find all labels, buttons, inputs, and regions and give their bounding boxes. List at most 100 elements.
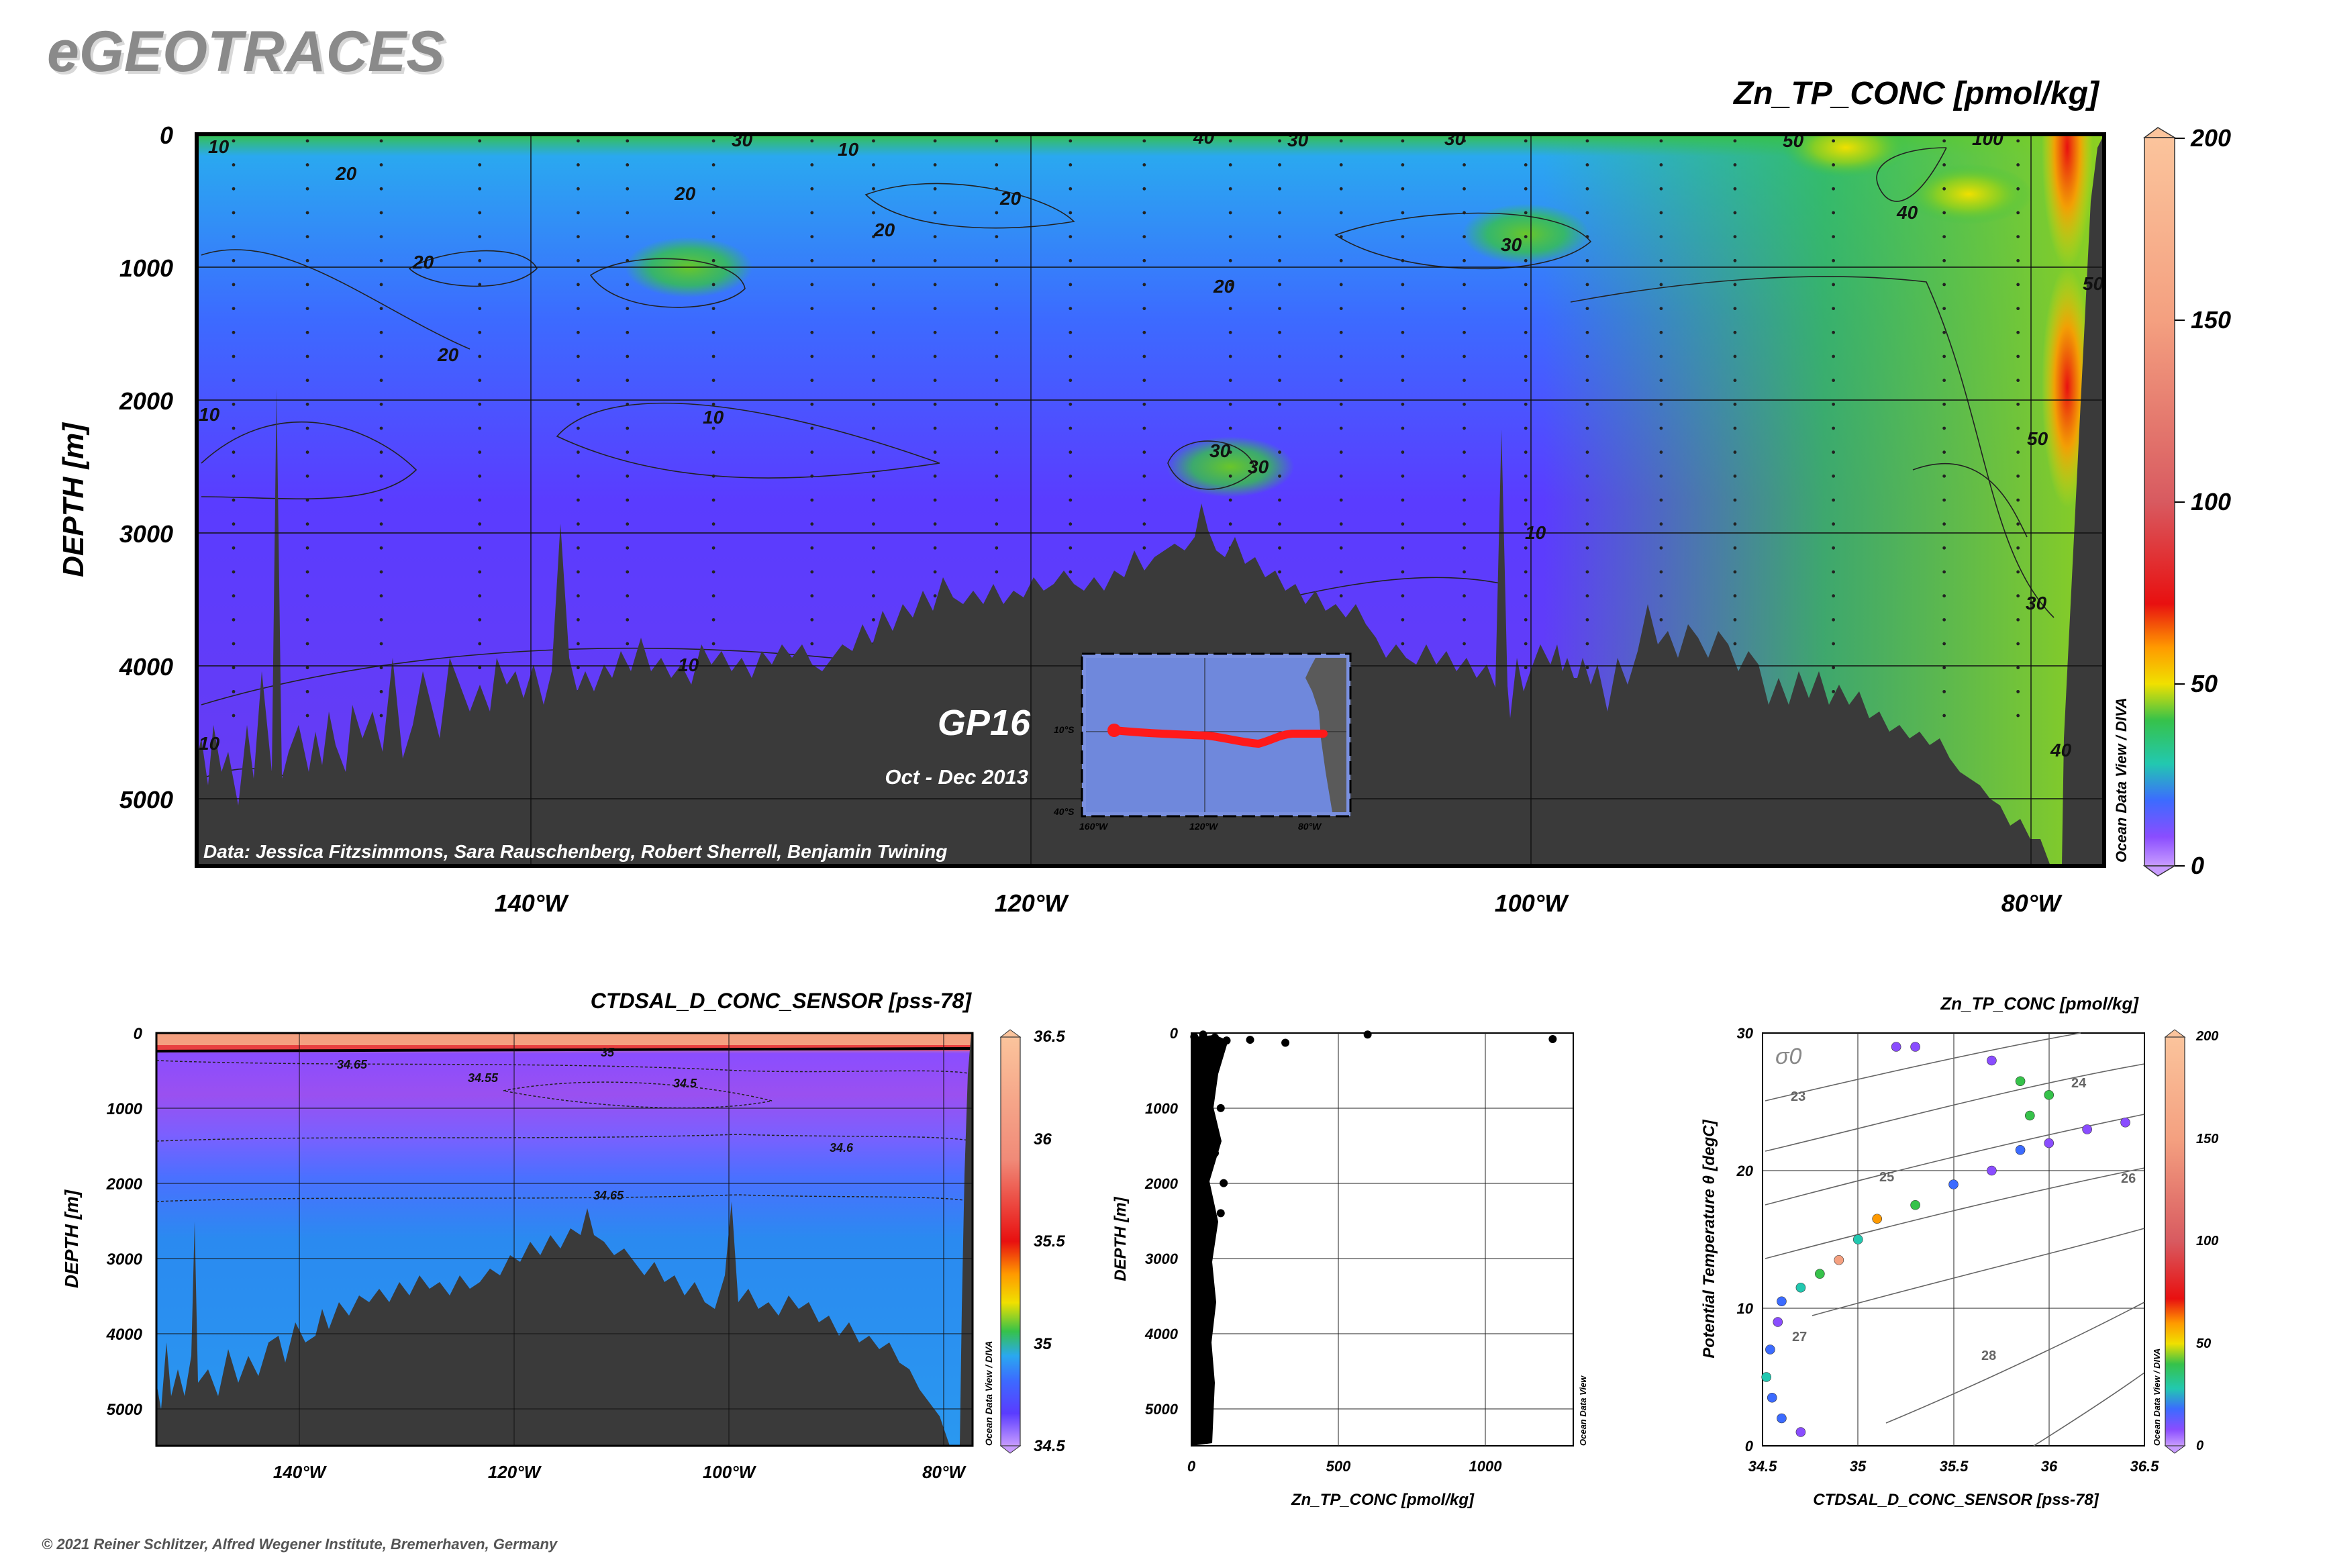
station-sample: [1339, 402, 1343, 406]
station-sample: [1142, 379, 1146, 383]
station-sample: [933, 402, 937, 406]
station-sample: [1228, 258, 1232, 262]
station-sample: [995, 163, 999, 166]
zn-plot-frame: [195, 132, 2106, 868]
station-sample: [1142, 187, 1146, 191]
ts-y-tick: 20: [1736, 1163, 1754, 1179]
ts-point: [1948, 1179, 1959, 1189]
station-sample: [1142, 163, 1146, 166]
salinity-contour-label: 34.65: [337, 1058, 368, 1071]
station-sample: [1524, 139, 1528, 143]
station-sample: [872, 426, 875, 430]
ts-x-axis-label: CTDSAL_D_CONC_SENSOR [pss-78]: [1813, 1491, 2099, 1509]
station-sample: [1401, 330, 1405, 334]
salinity-y-tick: 5000: [107, 1401, 143, 1419]
station-sample: [577, 426, 580, 430]
station-sample: [1463, 546, 1466, 550]
station-sample: [872, 402, 875, 406]
ts-cbar-tick: 100: [2196, 1234, 2218, 1248]
station-sample: [872, 187, 875, 191]
station-sample: [995, 498, 999, 502]
ts-cbar-tick: 200: [2195, 1029, 2218, 1044]
profile-x-tick: 1000: [1469, 1458, 1503, 1475]
station-sample: [1733, 402, 1737, 406]
zn-contour-label: 10: [678, 654, 699, 675]
station-sample: [232, 163, 236, 166]
station-sample: [933, 354, 937, 358]
station-sample: [2016, 689, 2020, 693]
station-sample: [1069, 187, 1073, 191]
zn-contour-label: 20: [873, 219, 895, 240]
station-sample: [1832, 283, 1836, 287]
station-sample: [626, 379, 630, 383]
station-sample: [995, 187, 999, 191]
station-sample: [1463, 474, 1466, 478]
salinity-x-axis: 140°W 120°W 100°W 80°W: [273, 1462, 967, 1482]
station-sample: [1069, 498, 1073, 502]
station-sample: [232, 258, 236, 262]
salinity-y-axis-label: DEPTH [m]: [61, 1189, 82, 1288]
station-sample: [1659, 139, 1663, 143]
station-sample: [1659, 163, 1663, 166]
station-sample: [1228, 235, 1232, 238]
station-sample: [1659, 187, 1663, 191]
station-sample: [232, 594, 236, 598]
station-sample: [232, 211, 236, 215]
ts-point: [1777, 1413, 1787, 1424]
station-sample: [1942, 570, 1946, 574]
station-sample: [810, 426, 814, 430]
profile-plot-frame: [1191, 1032, 1574, 1447]
station-sample: [577, 570, 580, 574]
station-sample: [626, 235, 630, 238]
station-sample: [1228, 330, 1232, 334]
station-sample: [379, 163, 383, 166]
ts-point: [2015, 1076, 2026, 1087]
ts-point: [1765, 1344, 1775, 1355]
station-sample: [577, 498, 580, 502]
station-sample: [1942, 689, 1946, 693]
zn-y-axis-label: DEPTH [m]: [57, 422, 90, 577]
zn-x-tick: 100°W: [1495, 889, 1569, 917]
zn-contour-label: 20: [335, 163, 357, 184]
station-sample: [2016, 474, 2020, 478]
station-sample: [577, 546, 580, 550]
station-sample: [232, 666, 236, 670]
profile-point: [1199, 1239, 1207, 1248]
ts-y-tick: 10: [1737, 1300, 1754, 1317]
station-sample: [1401, 379, 1405, 383]
station-sample: [1278, 211, 1281, 215]
station-sample: [1463, 330, 1466, 334]
station-sample: [995, 379, 999, 383]
station-sample: [872, 258, 875, 262]
station-sample: [2016, 498, 2020, 502]
station-sample: [379, 187, 383, 191]
station-sample: [1733, 522, 1737, 526]
station-sample: [711, 570, 715, 574]
zn-x-tick: 120°W: [995, 889, 1069, 917]
station-sample: [1278, 546, 1281, 550]
station-sample: [1401, 139, 1405, 143]
station-sample: [995, 522, 999, 526]
station-sample: [1401, 450, 1405, 454]
station-sample: [1463, 187, 1466, 191]
station-sample: [872, 235, 875, 238]
station-sample: [1142, 474, 1146, 478]
profile-point: [1201, 1126, 1210, 1135]
station-sample: [1585, 402, 1589, 406]
station-sample: [1278, 498, 1281, 502]
zn-contour-label: 30: [1209, 440, 1231, 461]
zn-y-tick: 5000: [119, 786, 173, 814]
station-sample: [1942, 235, 1946, 238]
profile-x-axis-label: Zn_TP_CONC [pmol/kg]: [1291, 1491, 1475, 1509]
station-sample: [1659, 330, 1663, 334]
station-sample: [379, 642, 383, 646]
station-sample: [1733, 450, 1737, 454]
station-sample: [1228, 522, 1232, 526]
profile-point: [1196, 1389, 1205, 1398]
station-sample: [933, 139, 937, 143]
station-sample: [626, 307, 630, 311]
zn-contour-label: 40: [1193, 127, 1215, 148]
ts-point: [1872, 1214, 1882, 1224]
station-sample: [478, 330, 482, 334]
ts-cbar-tick: 0: [2196, 1438, 2204, 1453]
